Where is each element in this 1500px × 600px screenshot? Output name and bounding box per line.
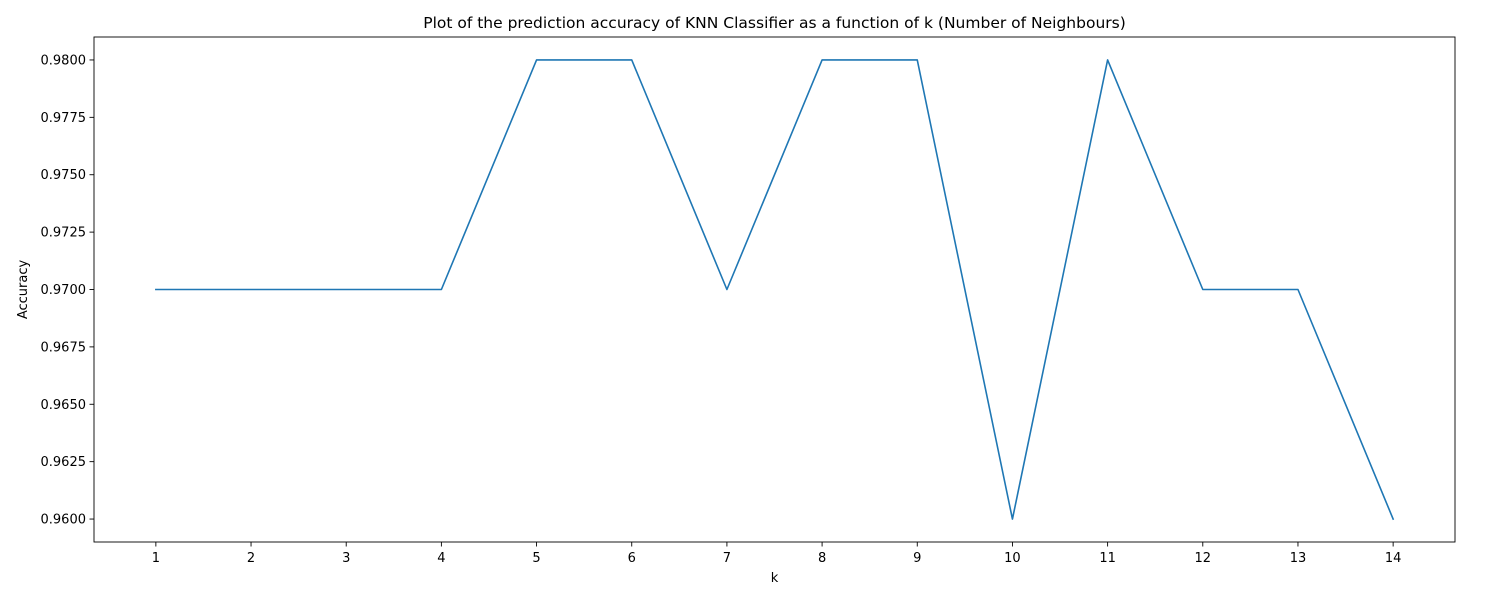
y-tick-label: 0.9775 (41, 111, 87, 126)
x-tick-label: 6 (628, 551, 636, 566)
x-tick-label: 9 (913, 551, 921, 566)
x-tick-label: 13 (1290, 551, 1307, 566)
y-tick-label: 0.9625 (41, 455, 87, 470)
x-tick-label: 14 (1385, 551, 1402, 566)
axes-frame (93, 36, 1456, 543)
x-axis-ticks: 1 2 3 4 5 6 7 8 9 10 11 12 13 14 (152, 542, 1402, 566)
x-axis-label: k (771, 571, 779, 586)
x-tick-label: 1 (152, 551, 160, 566)
chart-title: Plot of the prediction accuracy of KNN C… (423, 14, 1126, 32)
x-tick-label: 7 (723, 551, 731, 566)
x-tick-label: 2 (247, 551, 255, 566)
x-tick-label: 3 (342, 551, 350, 566)
x-tick-label: 11 (1099, 551, 1116, 566)
x-tick-label: 10 (1004, 551, 1021, 566)
y-tick-label: 0.9725 (41, 226, 87, 241)
y-tick-label: 0.9600 (41, 513, 87, 528)
y-tick-label: 0.9800 (41, 53, 87, 68)
x-tick-label: 12 (1195, 551, 1212, 566)
x-tick-label: 8 (818, 551, 826, 566)
y-tick-label: 0.9675 (41, 340, 87, 355)
x-tick-label: 4 (437, 551, 445, 566)
y-tick-label: 0.9700 (41, 283, 87, 298)
accuracy-series-line (155, 59, 1395, 521)
y-axis-ticks: 0.9600 0.9625 0.9650 0.9675 0.9700 0.9725 0.97… (41, 53, 94, 528)
x-tick-label: 5 (532, 551, 540, 566)
y-tick-label: 0.9750 (41, 168, 87, 183)
y-tick-label: 0.9650 (41, 398, 87, 413)
y-axis-label: Accuracy (16, 260, 31, 320)
